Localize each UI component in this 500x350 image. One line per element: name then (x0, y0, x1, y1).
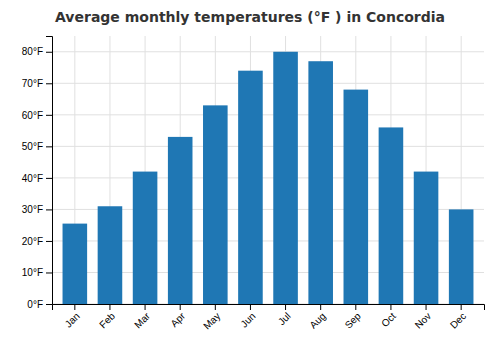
tick-mark (46, 146, 52, 147)
tick-label: Dec (448, 310, 468, 330)
tick-mark (46, 241, 52, 242)
tick: 20°F (22, 236, 52, 247)
tick-mark (145, 304, 146, 310)
bar (273, 52, 298, 304)
tick: 30°F (22, 204, 52, 215)
bar (449, 209, 474, 304)
tick-label: 50°F (22, 141, 43, 152)
tick-mark (285, 304, 286, 310)
y-axis: 0°F 10°F 20°F 30°F 40°F 50°F 60°F 70°F 80°F (22, 37, 53, 310)
bar (308, 61, 333, 304)
tick-mark (109, 304, 110, 310)
grid-line (52, 114, 484, 115)
tick: Aug (307, 304, 327, 331)
tick: 60°F (22, 110, 52, 121)
tick-label: 10°F (22, 267, 43, 278)
tick-mark (46, 178, 52, 179)
tick-label: Oct (379, 310, 398, 329)
grid-line (52, 146, 484, 147)
axis-line (53, 305, 485, 311)
tick-label: Nov (413, 310, 433, 330)
tick-mark (46, 83, 52, 84)
tick: Jul (276, 304, 293, 327)
tick-mark (46, 115, 52, 116)
tick: Jan (63, 304, 82, 330)
tick-label: May (201, 310, 222, 331)
tick-mark (320, 304, 321, 310)
tick: 80°F (22, 46, 52, 57)
tick-mark (74, 304, 75, 310)
tick: Mar (132, 304, 152, 330)
bar (414, 172, 439, 304)
tick-label: 40°F (22, 173, 43, 184)
tick: Oct (379, 304, 398, 329)
tick-label: Jan (63, 310, 82, 329)
tick: Feb (97, 304, 117, 330)
bar (63, 224, 88, 304)
tick: Nov (413, 304, 433, 331)
tick-mark (46, 272, 52, 273)
tick: Jun (238, 304, 257, 330)
bar (344, 90, 369, 304)
bars (63, 52, 474, 304)
tick-mark (180, 304, 181, 310)
tick-label: 30°F (22, 204, 43, 215)
grid (52, 36, 484, 304)
tick-label: 70°F (22, 78, 43, 89)
x-axis: Jan Feb Mar Apr May Jun Jul Aug Sep Oct Nov Dec (53, 304, 485, 332)
bar (203, 105, 228, 304)
tick-label: 60°F (22, 110, 43, 121)
tick-label: Apr (168, 310, 187, 329)
bar (133, 172, 158, 304)
bar (379, 127, 404, 304)
title: Average monthly temperatures (°F ) in Co… (55, 9, 445, 25)
grid-line (52, 83, 484, 84)
tick-mark (461, 304, 462, 310)
tick: Sep (343, 304, 364, 331)
tick-label: Aug (307, 310, 327, 330)
tick: 50°F (22, 141, 52, 152)
tick-mark (355, 304, 356, 310)
tick-label: 80°F (22, 46, 43, 57)
axis-line (46, 37, 53, 305)
tick-mark (250, 304, 251, 310)
chart: 0°F 10°F 20°F 30°F 40°F 50°F 60°F 70°F 80°F Jan Fe… (0, 0, 500, 350)
tick-label: 0°F (27, 299, 43, 310)
tick-label: 20°F (22, 236, 43, 247)
tick: May (201, 304, 222, 332)
tick-mark (46, 304, 52, 305)
tick-label: Sep (343, 310, 364, 331)
bar (98, 206, 123, 304)
tick-label: Mar (132, 310, 152, 330)
tick-mark (390, 304, 391, 310)
tick: 10°F (22, 267, 52, 278)
tick-label: Jul (276, 310, 293, 327)
tick: Dec (448, 304, 468, 331)
tick-label: Jun (238, 310, 257, 329)
grid-line (52, 51, 484, 52)
tick-label: Feb (97, 310, 117, 330)
bar (168, 137, 193, 304)
tick: 40°F (22, 173, 52, 184)
tick-mark (215, 304, 216, 310)
tick: 0°F (27, 299, 52, 310)
tick-mark (46, 52, 52, 53)
plot: 0°F 10°F 20°F 30°F 40°F 50°F 60°F 70°F 80°F Jan Fe… (22, 36, 485, 332)
bar (238, 71, 263, 304)
tick: Apr (168, 304, 187, 329)
tick-mark (46, 209, 52, 210)
tick-mark (426, 304, 427, 310)
tick: 70°F (22, 78, 52, 89)
